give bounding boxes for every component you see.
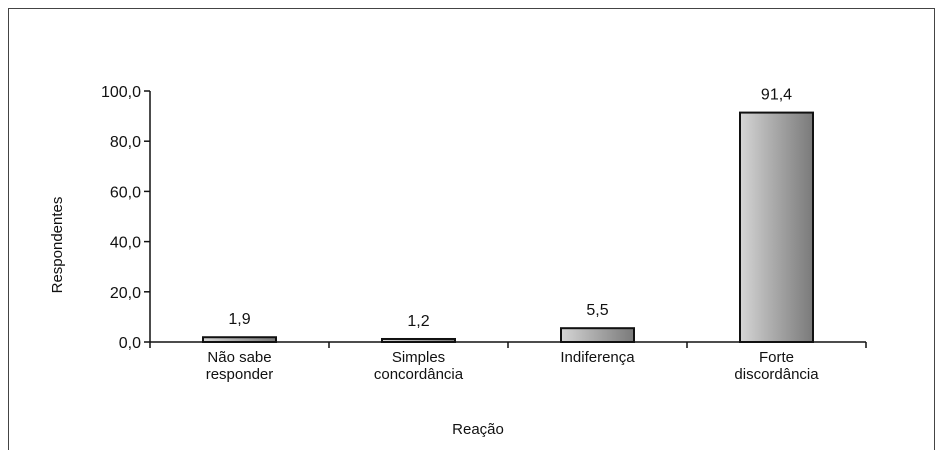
category-label: Não sabe [207, 349, 271, 366]
category-label: Forte [759, 349, 794, 366]
chart-frame [8, 8, 935, 450]
category-label: responder [206, 366, 274, 383]
data-labels: 1,9 1,2 5,5 91,4 [228, 87, 792, 330]
y-axis: 0,0 20,0 40,0 60,0 80,0 100,0 [101, 84, 151, 352]
x-axis-title: Reação [452, 421, 504, 438]
data-label: 5,5 [586, 302, 608, 319]
category-label: Simples [392, 349, 445, 366]
y-tick-label: 80,0 [110, 134, 141, 151]
data-label: 91,4 [761, 87, 792, 104]
y-tick-label: 100,0 [101, 84, 141, 101]
bar [202, 336, 277, 343]
bar [381, 337, 456, 344]
y-tick-label: 0,0 [119, 335, 141, 352]
category-label: concordância [374, 366, 464, 383]
y-axis-title: Respondentes [49, 197, 66, 294]
category-label: Indiferença [560, 349, 635, 366]
y-tick-label: 20,0 [110, 285, 141, 302]
category-label: discordância [734, 366, 819, 383]
bar [739, 111, 814, 343]
data-label: 1,9 [228, 311, 250, 328]
data-label: 1,2 [407, 313, 429, 330]
y-tick-label: 40,0 [110, 235, 141, 252]
bars [202, 111, 814, 344]
bar [560, 327, 635, 344]
y-tick-label: 60,0 [110, 184, 141, 201]
